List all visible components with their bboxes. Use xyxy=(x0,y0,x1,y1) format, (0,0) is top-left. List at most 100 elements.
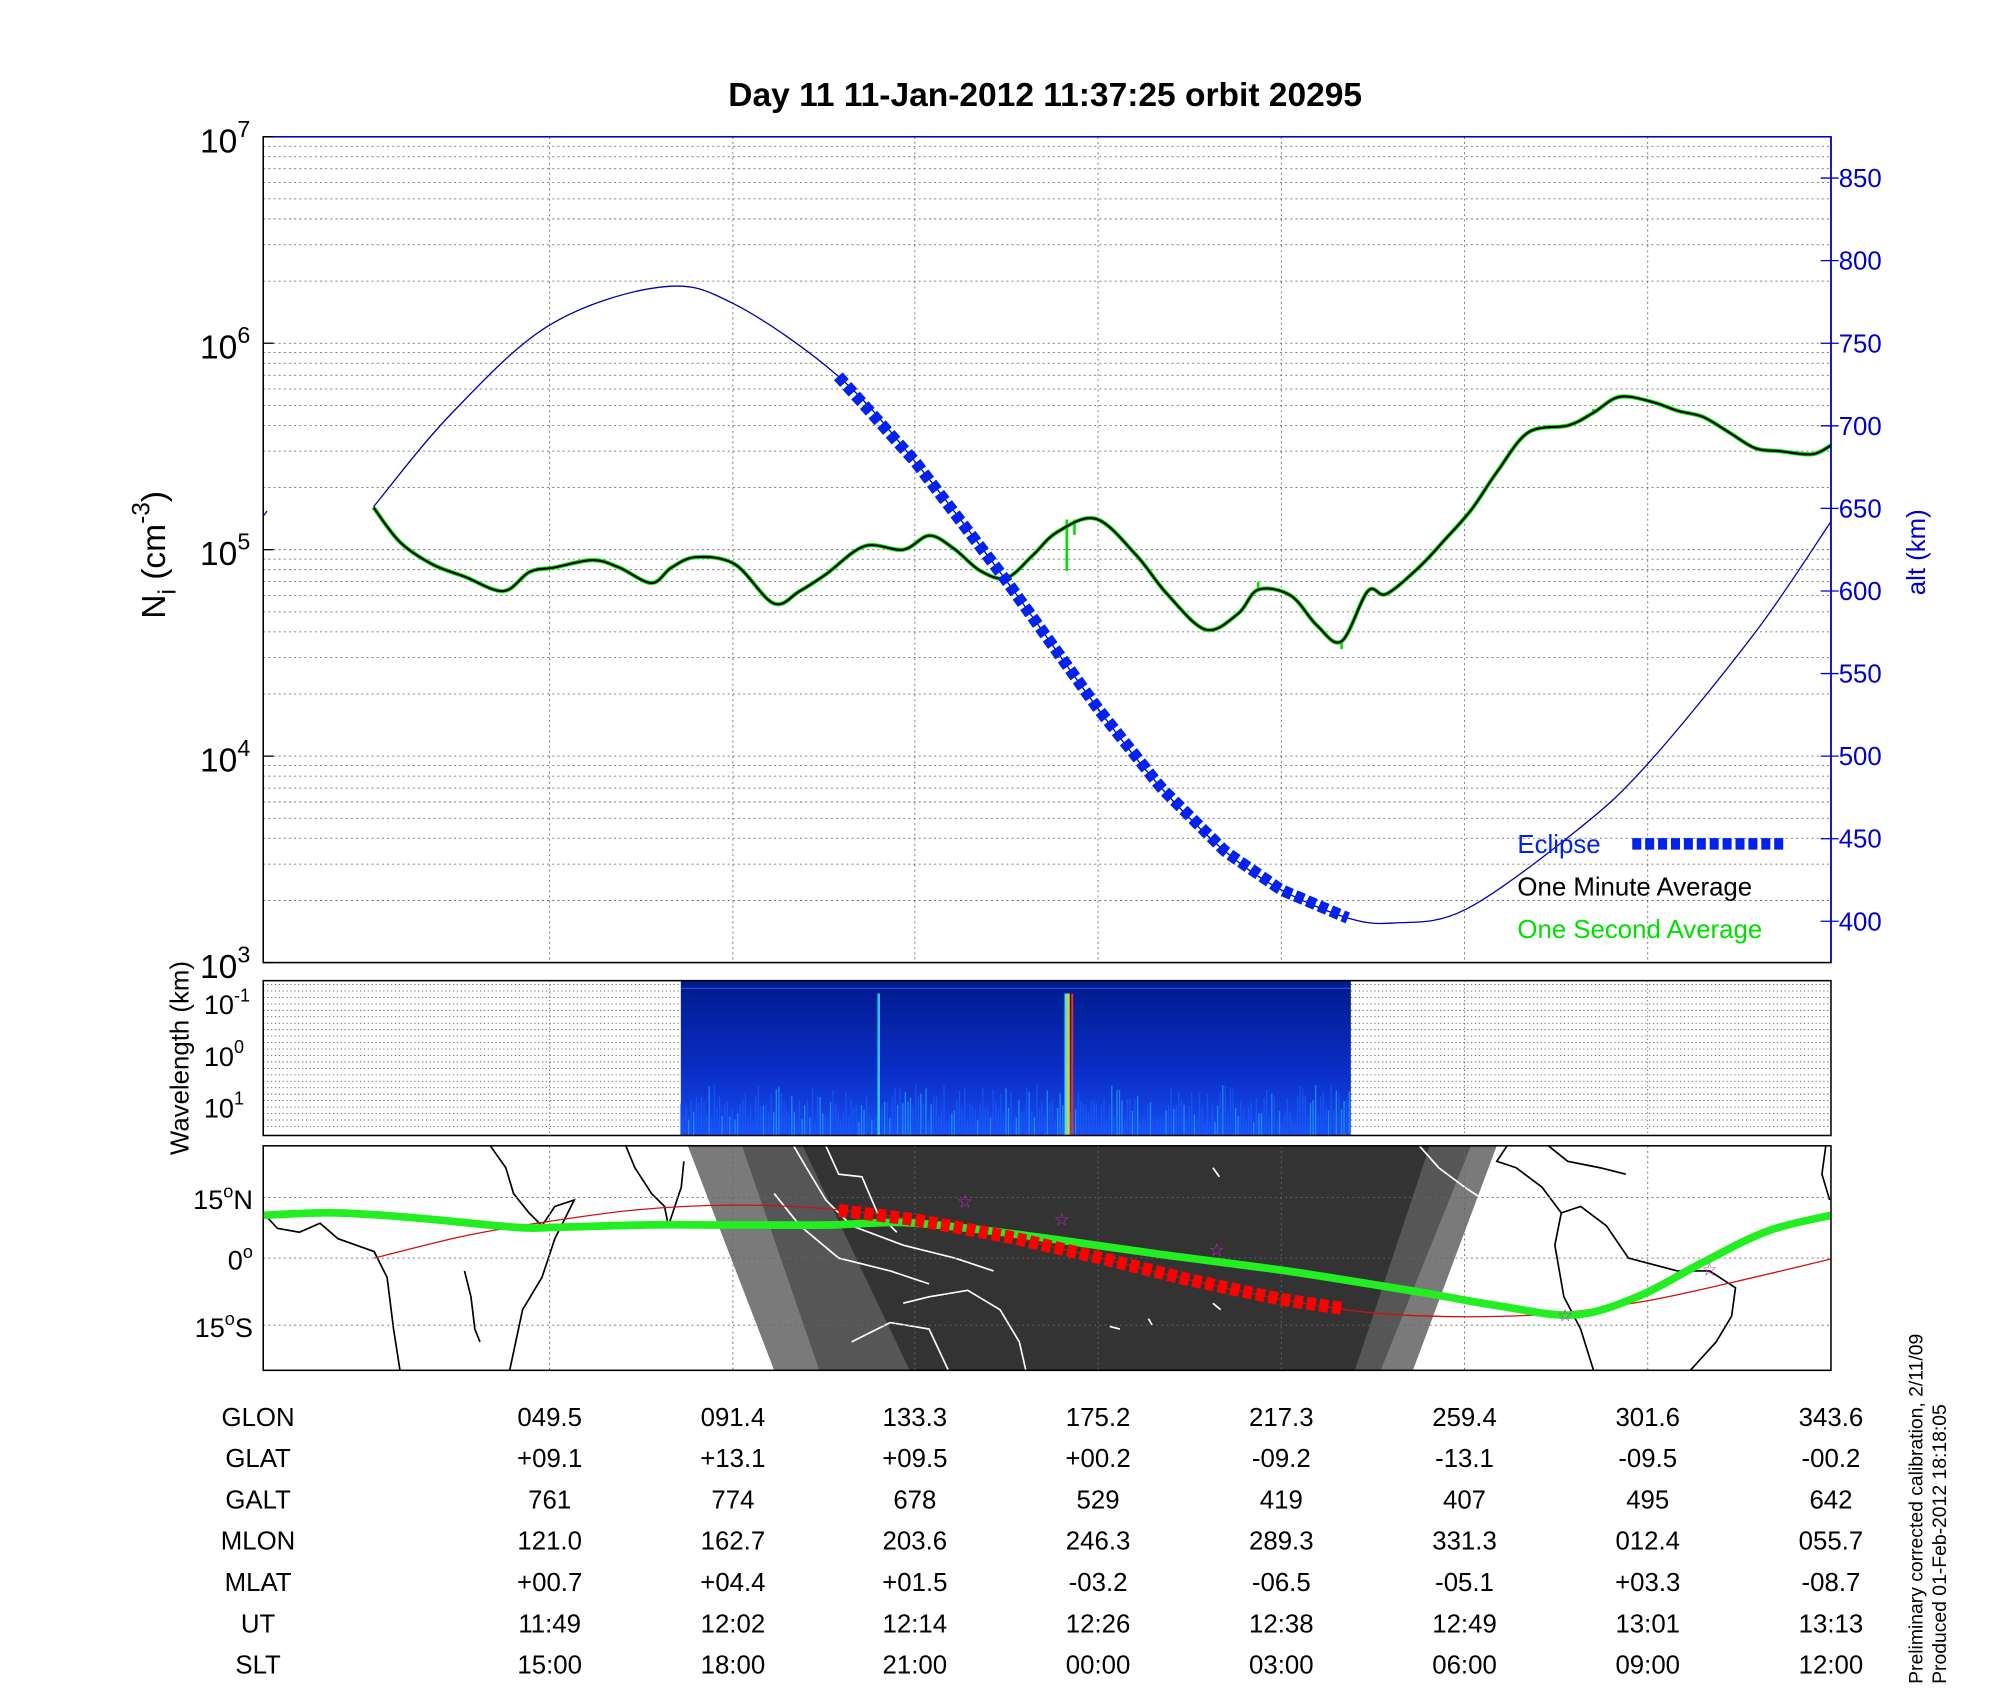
latitude-label: 15oS xyxy=(195,1309,253,1343)
table-cell: -05.1 xyxy=(1435,1569,1494,1597)
spectrogram-panel: 10-1 100 101 Wavelength (km) xyxy=(166,961,1832,1155)
table-cell: 055.7 xyxy=(1799,1528,1864,1556)
table-row-glon: GLON 049.5 091.4 133.3 175.2 217.3 259.4 301.6 3… xyxy=(222,1404,1864,1432)
table-cell: +04.4 xyxy=(700,1569,765,1597)
table-cell: 331.3 xyxy=(1432,1528,1497,1556)
table-row-mlat: MLAT +00.7 +04.4 +01.5 -03.2 -06.5 -05.1 +03.3 -… xyxy=(225,1569,1861,1597)
one-minute-average-line xyxy=(372,395,1832,644)
legend-one-second-label: One Second Average xyxy=(1517,916,1762,944)
table-row-glat: GLAT +09.1 +13.1 +09.5 +00.2 -09.2 -13.1 -09.5 -… xyxy=(225,1445,1860,1473)
spectrogram-background xyxy=(680,980,1351,1136)
latitude-label: 15oN xyxy=(193,1181,253,1215)
table-cell: 21:00 xyxy=(883,1652,948,1680)
ni-tick-label: 106 xyxy=(200,322,250,366)
row-label: MLAT xyxy=(225,1569,292,1597)
figure-title: Day 11 11-Jan-2012 11:37:25 orbit 20295 xyxy=(728,77,1362,114)
table-cell: -08.7 xyxy=(1802,1569,1861,1597)
plot-lines xyxy=(262,285,1832,925)
table-cell: -09.2 xyxy=(1252,1445,1311,1473)
alt-tick-label: 650 xyxy=(1839,495,1882,523)
table-cell: +00.2 xyxy=(1065,1445,1130,1473)
table-cell: 289.3 xyxy=(1249,1528,1314,1556)
spectrogram-tick-labels: 10-1 100 101 xyxy=(204,985,250,1123)
alt-tick-label: 450 xyxy=(1839,826,1882,854)
table-cell: 203.6 xyxy=(883,1528,948,1556)
table-cell: 12:26 xyxy=(1066,1610,1131,1638)
eclipse-track-segment xyxy=(838,1204,1345,1316)
alt-tick-label: 800 xyxy=(1839,248,1882,276)
table-cell: 13:01 xyxy=(1615,1610,1680,1638)
row-label: GLAT xyxy=(225,1445,291,1473)
alt-tick-label: 600 xyxy=(1839,578,1882,606)
table-cell: 091.4 xyxy=(701,1404,766,1432)
table-cell: 495 xyxy=(1626,1486,1669,1514)
ni-axis-ticks: 107 106 105 104 103 xyxy=(200,116,274,986)
table-cell: 11:49 xyxy=(518,1610,581,1638)
table-cell: 13:13 xyxy=(1799,1610,1864,1638)
eclipse-segment xyxy=(833,372,1351,924)
table-cell: -06.5 xyxy=(1252,1569,1311,1597)
table-row-ut: UT 11:49 12:02 12:14 12:26 12:38 12:49 13:01 13:… xyxy=(241,1610,1863,1638)
table-cell: 774 xyxy=(711,1486,754,1514)
row-label: SLT xyxy=(235,1652,281,1680)
table-cell: 133.3 xyxy=(883,1404,948,1432)
table-cell: 419 xyxy=(1260,1486,1303,1514)
row-label: UT xyxy=(241,1610,276,1638)
map-tracks: ☆ ☆ ☆ ☆ ☆ xyxy=(263,1192,1831,1325)
alt-tick-label: 850 xyxy=(1839,165,1882,193)
table-row-slt: SLT 15:00 18:00 21:00 00:00 03:00 06:00 09:00 12… xyxy=(235,1652,1863,1680)
table-cell: 12:02 xyxy=(701,1610,766,1638)
table-cell: -03.2 xyxy=(1069,1569,1128,1597)
ni-axis-label: Ni (cm-3) xyxy=(129,491,182,619)
legend-eclipse-label: Eclipse xyxy=(1517,831,1600,859)
table-cell: 049.5 xyxy=(517,1404,582,1432)
table-cell: 06:00 xyxy=(1432,1652,1497,1680)
table-cell: -13.1 xyxy=(1435,1445,1494,1473)
table-cell: 175.2 xyxy=(1066,1404,1131,1432)
alt-axis-ticks: 850 800 750 700 650 600 550 500 450 400 xyxy=(1820,136,1882,963)
table-cell: 678 xyxy=(893,1486,936,1514)
ephemeris-table: GLON 049.5 091.4 133.3 175.2 217.3 259.4 301.6 3… xyxy=(221,1404,1863,1680)
table-cell: 301.6 xyxy=(1615,1404,1680,1432)
table-cell: 12:14 xyxy=(883,1610,948,1638)
star-marker-icon: ☆ xyxy=(1054,1210,1070,1230)
row-label: MLON xyxy=(221,1528,296,1556)
coastlines xyxy=(263,1145,1831,1371)
table-cell: 12:38 xyxy=(1249,1610,1314,1638)
star-marker-icon: ☆ xyxy=(1701,1259,1717,1279)
table-cell: 15:00 xyxy=(517,1652,582,1680)
alt-axis-label: alt (km) xyxy=(1903,509,1931,595)
spectrogram-y-label: Wavelength (km) xyxy=(166,961,194,1155)
alt-tick-label: 750 xyxy=(1839,330,1882,358)
star-marker-icon: ☆ xyxy=(957,1192,973,1212)
wavelength-tick-label: 100 xyxy=(204,1037,244,1072)
table-cell: 343.6 xyxy=(1799,1404,1864,1432)
table-cell: 162.7 xyxy=(701,1528,766,1556)
map-panel: ☆ ☆ ☆ ☆ ☆ 15oN 0o 15oS xyxy=(193,1145,1832,1372)
map-latitude-labels: 15oN 0o 15oS xyxy=(193,1181,253,1342)
alt-tick-label: 550 xyxy=(1839,661,1882,689)
ni-tick-label: 107 xyxy=(200,116,250,160)
table-cell: 259.4 xyxy=(1432,1404,1497,1432)
table-cell: 00:00 xyxy=(1066,1652,1131,1680)
latitude-label: 0o xyxy=(228,1242,253,1276)
ni-tick-label: 105 xyxy=(200,529,250,573)
produced-note: Produced 01-Feb-2012 18:18:05 xyxy=(1929,1404,1951,1684)
table-cell: 529 xyxy=(1077,1486,1120,1514)
table-cell: 217.3 xyxy=(1249,1404,1314,1432)
star-marker-icon: ☆ xyxy=(1209,1240,1225,1260)
row-label: GLON xyxy=(222,1404,295,1432)
table-cell: 246.3 xyxy=(1066,1528,1131,1556)
map-grid xyxy=(263,1145,1831,1371)
legend-one-minute-label: One Minute Average xyxy=(1517,873,1752,901)
table-cell: +00.7 xyxy=(517,1569,582,1597)
table-row-mlon: MLON 121.0 162.7 203.6 246.3 289.3 331.3 012.4 0… xyxy=(221,1528,1863,1556)
table-cell: 09:00 xyxy=(1615,1652,1680,1680)
table-cell: +03.3 xyxy=(1615,1569,1680,1597)
table-cell: -09.5 xyxy=(1618,1445,1677,1473)
table-cell: 642 xyxy=(1809,1486,1852,1514)
table-cell: 03:00 xyxy=(1249,1652,1314,1680)
legend: Eclipse One Minute Average One Second Av… xyxy=(1517,831,1784,944)
table-cell: 761 xyxy=(528,1486,571,1514)
